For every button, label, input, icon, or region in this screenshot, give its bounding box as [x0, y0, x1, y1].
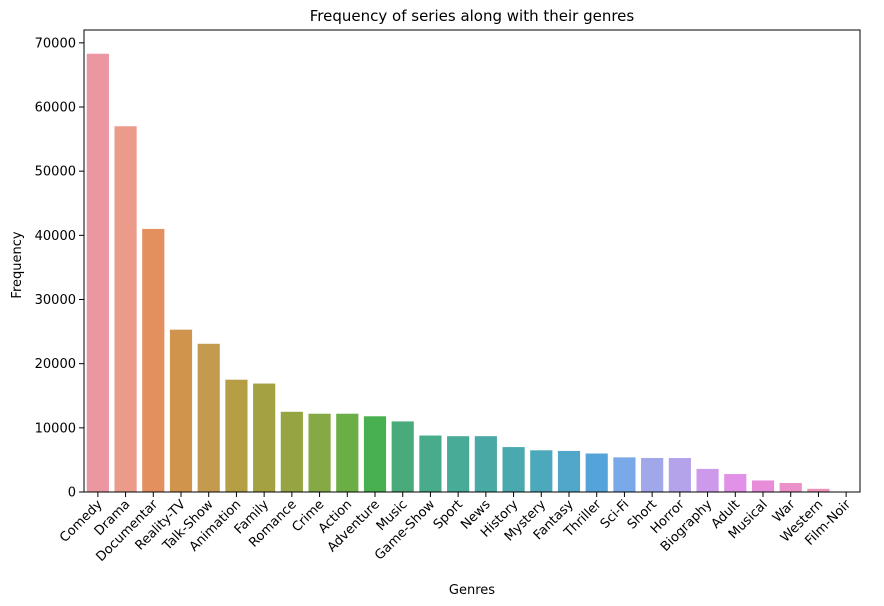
bar	[170, 330, 192, 492]
x-tick-label: Sci-Fi	[598, 497, 633, 532]
bar	[281, 412, 303, 492]
x-axis: Comedy Drama DocumentarReality-TVTalk-Sh…	[57, 492, 854, 565]
bar	[641, 458, 663, 492]
bar	[336, 414, 358, 492]
y-tick-label: 40000	[35, 229, 76, 244]
bar	[114, 126, 136, 492]
y-tick-label: 50000	[35, 165, 76, 180]
y-axis-title: Frequency	[10, 231, 25, 298]
bar	[308, 414, 330, 492]
y-tick-label: 60000	[35, 101, 76, 116]
y-tick-label: 70000	[35, 36, 76, 51]
y-tick-label: 0	[68, 486, 76, 501]
bar	[392, 421, 414, 492]
bar	[780, 483, 802, 492]
bar	[142, 229, 164, 492]
bar	[364, 416, 386, 492]
bar	[724, 474, 746, 492]
bar	[253, 384, 275, 492]
bars-group	[87, 54, 857, 492]
y-axis: 0 10000 20000 30000 40000 50000 60000 70000	[35, 36, 84, 500]
bar	[198, 344, 220, 492]
bar	[586, 454, 608, 493]
bar	[475, 436, 497, 492]
x-axis-title: Genres	[449, 583, 495, 598]
chart-title: Frequency of series along with their gen…	[310, 7, 635, 25]
y-tick-label: 20000	[35, 357, 76, 372]
bar	[613, 457, 635, 492]
y-tick-label: 30000	[35, 293, 76, 308]
bar	[752, 480, 774, 492]
bar	[87, 54, 109, 492]
bar	[558, 451, 580, 492]
bar	[502, 447, 524, 492]
bar	[530, 450, 552, 492]
bar	[419, 436, 441, 492]
x-tick-label: Sport	[431, 497, 466, 532]
bar	[696, 469, 718, 492]
bar	[669, 458, 691, 492]
y-tick-label: 10000	[35, 421, 76, 436]
bar	[225, 380, 247, 492]
bar	[447, 436, 469, 492]
